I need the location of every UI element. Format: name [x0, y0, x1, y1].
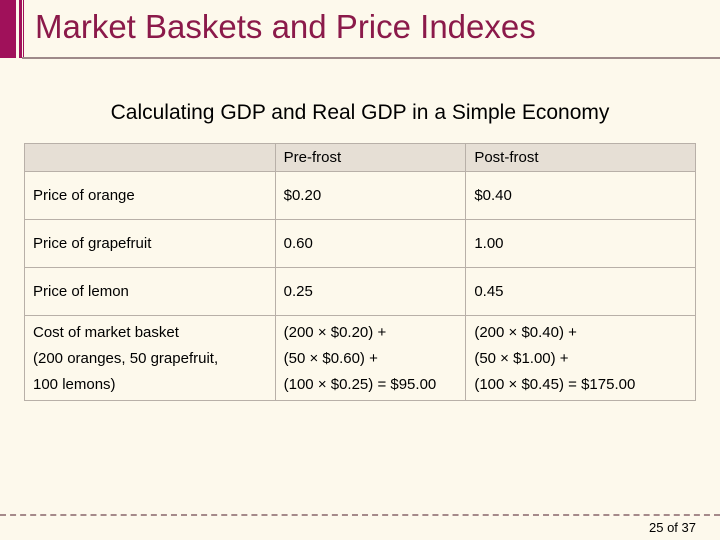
formula-line: (100 × $0.45) = $175.00 [474, 376, 636, 393]
pre-frost-value: 0.25 [274, 267, 467, 316]
slide-title: Market Baskets and Price Indexes [35, 8, 536, 45]
post-frost-basket-cost: (200 × $0.40) + (50 × $1.00) + (100 × $0… [465, 315, 696, 401]
post-frost-value: $0.40 [465, 171, 696, 220]
formula-line: (200 × $0.20) + [283, 324, 387, 341]
table-row: Price of grapefruit 0.60 1.00 [24, 219, 696, 268]
row-label: Price of lemon [24, 267, 276, 316]
table-caption: Calculating GDP and Real GDP in a Simple… [110, 101, 610, 124]
formula-line: (200 × $0.40) + [474, 324, 577, 341]
formula-line: (100 × $0.25) = $95.00 [283, 376, 437, 393]
table-row: Price of orange $0.20 $0.40 [24, 171, 696, 220]
price-table: Pre-frost Post-frost Price of orange $0.… [24, 143, 696, 401]
row-label: Price of grapefruit [24, 219, 276, 268]
footer-divider [0, 514, 720, 516]
formula-line: (50 × $0.60) + [283, 350, 378, 367]
header-cell-empty [24, 143, 276, 172]
table-row: Price of lemon 0.25 0.45 [24, 267, 696, 316]
label-line: 100 lemons) [33, 376, 116, 393]
pre-frost-value: $0.20 [274, 171, 467, 220]
title-accent-bar [0, 0, 25, 58]
header-cell-post-frost: Post-frost [465, 143, 696, 172]
post-frost-value: 0.45 [465, 267, 696, 316]
post-frost-value: 1.00 [465, 219, 696, 268]
page-number: 25 of 37 [649, 520, 696, 535]
title-divider [22, 57, 720, 59]
table-header-row: Pre-frost Post-frost [24, 143, 696, 172]
market-basket-row: Cost of market basket (200 oranges, 50 g… [24, 315, 696, 401]
market-basket-label: Cost of market basket (200 oranges, 50 g… [24, 315, 276, 401]
formula-line: (50 × $1.00) + [474, 350, 569, 367]
row-label: Price of orange [24, 171, 276, 220]
pre-frost-value: 0.60 [274, 219, 467, 268]
header-cell-pre-frost: Pre-frost [274, 143, 467, 172]
label-line: (200 oranges, 50 grapefruit, [33, 350, 219, 367]
pre-frost-basket-cost: (200 × $0.20) + (50 × $0.60) + (100 × $0… [274, 315, 467, 401]
label-line: Cost of market basket [33, 324, 179, 341]
